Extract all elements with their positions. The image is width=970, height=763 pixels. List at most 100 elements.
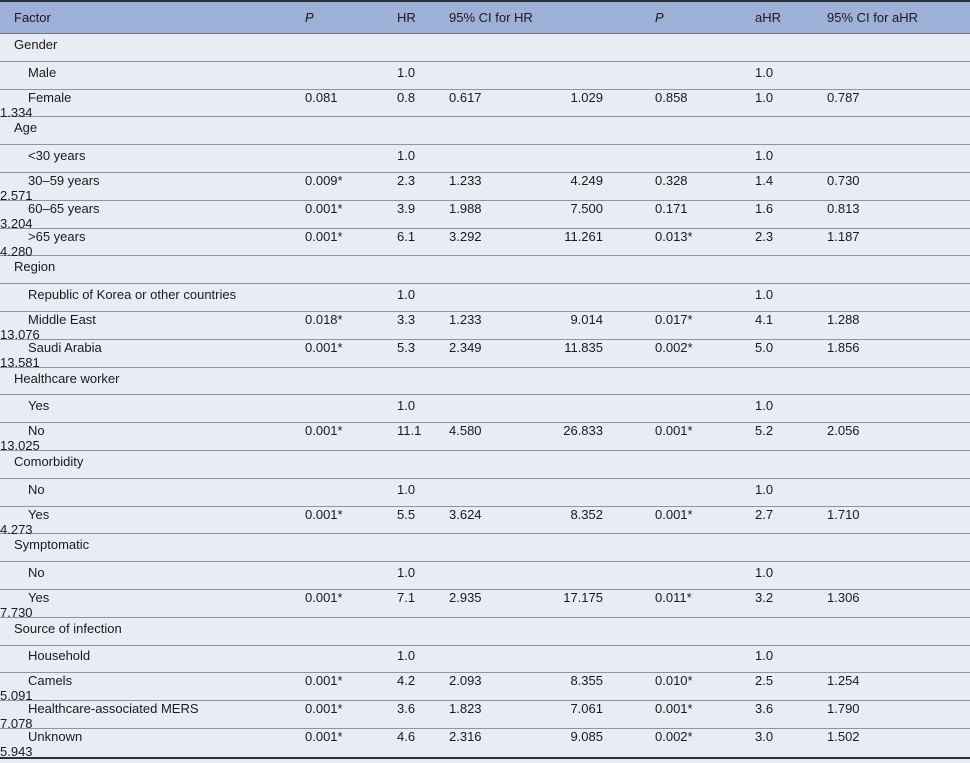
cell-hr: 3.6 bbox=[397, 701, 416, 717]
factor-label: 30–59 years bbox=[28, 172, 100, 188]
cell-alo: 1.288 bbox=[827, 311, 860, 327]
header-ci-ahr: 95% CI for aHR bbox=[827, 10, 919, 25]
factor-label: >65 years bbox=[28, 228, 86, 244]
cell-alo: 1.502 bbox=[827, 728, 860, 744]
factor-label: No bbox=[28, 423, 45, 439]
cell-hr: 5.5 bbox=[397, 506, 416, 522]
table-row: Yes 0.001* 7.1 2.935 17.175 0.011* 3.2 1.306 7.7… bbox=[0, 589, 970, 620]
cell-ahi: 7.078 bbox=[0, 716, 33, 732]
cell-ahr: 1.0 bbox=[755, 398, 774, 414]
cell-p2: 0.017* bbox=[655, 311, 693, 327]
table-row: Household 1.0 1.0 bbox=[0, 646, 970, 674]
cell-hi: 1.029 bbox=[570, 89, 603, 105]
cell-hi: 11.261 bbox=[564, 228, 603, 244]
header-p: P bbox=[305, 10, 314, 25]
group-row: Source of infection bbox=[0, 618, 970, 646]
cell-p2: 0.013* bbox=[655, 228, 693, 244]
table-row: No 1.0 1.0 bbox=[0, 479, 970, 507]
factor-label: Yes bbox=[28, 506, 50, 522]
factor-label: No bbox=[28, 481, 45, 497]
table-row: Female 0.081 0.8 0.617 1.029 0.858 1.0 0.787 1.3… bbox=[0, 89, 970, 120]
cell-p: 0.009* bbox=[305, 172, 343, 188]
table-row: Male 1.0 1.0 bbox=[0, 62, 970, 90]
cell-ahr: 1.0 bbox=[755, 648, 774, 664]
cell-ahi: 4.280 bbox=[0, 243, 33, 259]
cell-ahi: 1.334 bbox=[0, 104, 33, 120]
factor-label: Female bbox=[28, 89, 72, 105]
factor-label: Middle East bbox=[28, 311, 96, 327]
cell-hr: 1.0 bbox=[397, 148, 416, 164]
cell-ahr: 3.6 bbox=[755, 701, 774, 717]
cell-hr: 1.0 bbox=[397, 565, 416, 581]
table-row: Unknown 0.001* 4.6 2.316 9.085 0.002* 3.0 1.502… bbox=[0, 728, 970, 759]
factor-label: Male bbox=[28, 64, 57, 80]
table-row: Yes 1.0 1.0 bbox=[0, 395, 970, 424]
cell-hi: 4.249 bbox=[570, 172, 603, 188]
cell-hi: 26.833 bbox=[563, 423, 603, 439]
cell-alo: 2.056 bbox=[827, 423, 860, 439]
cell-ahr: 3.0 bbox=[755, 728, 774, 744]
table-row: Healthcare-associated MERS 0.001* 3.6 1.823… bbox=[0, 701, 970, 732]
factor-label: Yes bbox=[28, 589, 50, 605]
cell-ahr: 2.5 bbox=[755, 673, 774, 689]
cell-p: 0.001* bbox=[305, 701, 343, 717]
cell-ahr: 1.6 bbox=[755, 200, 774, 216]
cell-hr: 4.6 bbox=[397, 728, 416, 744]
cell-ahi: 13.025 bbox=[0, 438, 40, 454]
table-row: No 0.001* 11.1 4.580 26.833 0.001* 5.2 2.056 13.… bbox=[0, 423, 970, 454]
cell-hr: 1.0 bbox=[397, 64, 416, 80]
cell-hi: 17.175 bbox=[563, 589, 603, 605]
cell-hr: 6.1 bbox=[397, 228, 416, 244]
cell-ahr: 4.1 bbox=[755, 311, 774, 327]
cell-lo: 2.316 bbox=[449, 728, 482, 744]
table-row: Republic of Korea or other countries 1.0 1… bbox=[0, 284, 970, 312]
cell-ahr: 1.0 bbox=[755, 64, 774, 80]
cell-ahi: 4.273 bbox=[0, 521, 33, 537]
table-row: 60–65 years 0.001* 3.9 1.988 7.500 0.171 1.6 0.… bbox=[0, 200, 970, 231]
cell-ahr: 1.0 bbox=[755, 89, 774, 105]
cell-ahr: 3.2 bbox=[755, 589, 774, 605]
table-row: 30–59 years 0.009* 2.3 1.233 4.249 0.328 1.4 0.… bbox=[0, 172, 970, 203]
cell-alo: 0.730 bbox=[827, 172, 860, 188]
table-row: Middle East 0.018* 3.3 1.233 9.014 0.017* 4.1 1… bbox=[0, 311, 970, 342]
factor-label: 60–65 years bbox=[28, 200, 100, 216]
cell-p: 0.001* bbox=[305, 728, 343, 744]
cell-p2: 0.001* bbox=[655, 701, 693, 717]
cell-p2: 0.001* bbox=[655, 423, 693, 439]
cell-hr: 5.3 bbox=[397, 339, 416, 355]
group-label: Gender bbox=[14, 36, 58, 52]
cell-alo: 1.790 bbox=[827, 701, 860, 717]
cell-ahr: 1.0 bbox=[755, 148, 774, 164]
cell-lo: 3.292 bbox=[449, 228, 482, 244]
factor-label: Healthcare-associated MERS bbox=[28, 701, 199, 717]
factor-label: Yes bbox=[28, 398, 50, 414]
cell-alo: 1.187 bbox=[827, 228, 860, 244]
cell-alo: 1.856 bbox=[827, 339, 860, 355]
cell-hi: 7.500 bbox=[570, 200, 603, 216]
group-label: Symptomatic bbox=[14, 537, 90, 553]
cell-p2: 0.002* bbox=[655, 339, 693, 355]
group-label: Age bbox=[14, 120, 38, 136]
cell-hr: 1.0 bbox=[397, 648, 416, 664]
cell-p: 0.001* bbox=[305, 673, 343, 689]
cell-p2: 0.001* bbox=[655, 506, 693, 522]
header-hr: HR bbox=[397, 10, 416, 25]
cell-hi: 11.835 bbox=[564, 339, 603, 355]
cell-ahi: 5.943 bbox=[0, 743, 33, 759]
header-ahr: aHR bbox=[755, 10, 782, 25]
cell-lo: 3.624 bbox=[449, 506, 482, 522]
factor-label: Camels bbox=[28, 673, 73, 689]
cell-ahi: 3.204 bbox=[0, 215, 33, 231]
cell-lo: 4.580 bbox=[449, 423, 482, 439]
cell-ahr: 2.3 bbox=[755, 228, 774, 244]
header-factor: Factor bbox=[14, 10, 51, 25]
cell-alo: 1.254 bbox=[827, 673, 860, 689]
cell-p: 0.001* bbox=[305, 228, 343, 244]
cell-alo: 1.306 bbox=[827, 589, 860, 605]
table-row: <30 years 1.0 1.0 bbox=[0, 145, 970, 173]
cell-p: 0.001* bbox=[305, 200, 343, 216]
cell-p2: 0.010* bbox=[655, 673, 693, 689]
cell-hr: 2.3 bbox=[397, 172, 416, 188]
cell-p2: 0.171 bbox=[655, 200, 688, 216]
cell-hr: 1.0 bbox=[397, 481, 416, 497]
